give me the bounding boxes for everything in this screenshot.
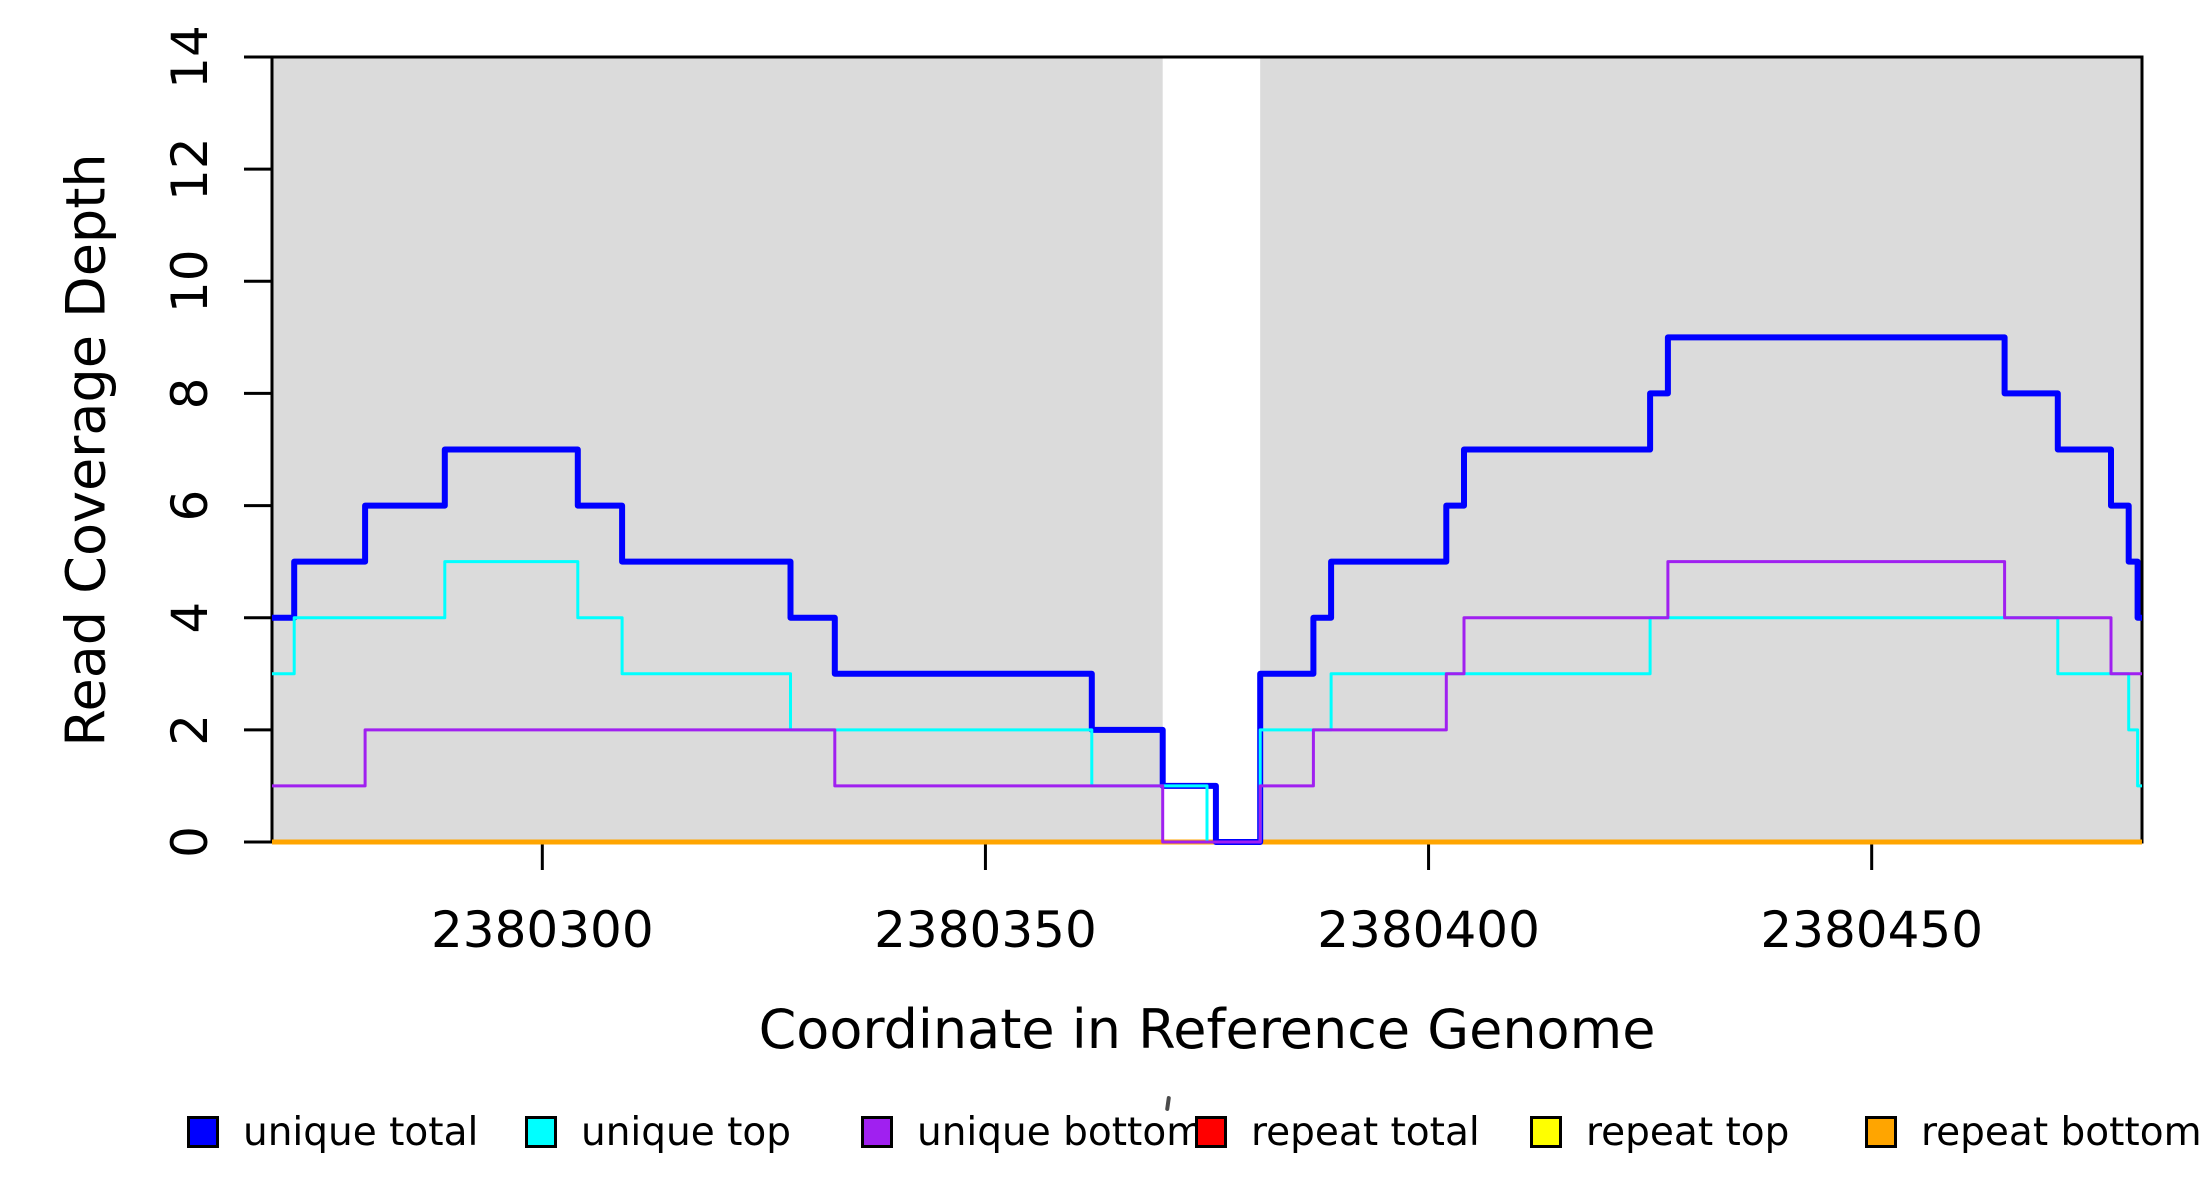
legend: unique total unique top unique bottom repea… [0, 1108, 2200, 1168]
legend-swatch [187, 1116, 219, 1148]
legend-label: repeat top [1586, 1109, 1790, 1155]
legend-item-unique-total: unique total [187, 1108, 478, 1156]
x-tick-label: 2380400 [1317, 901, 1540, 959]
shaded-region [272, 57, 1163, 842]
legend-swatch [1530, 1116, 1562, 1148]
legend-label: repeat bottom [1921, 1109, 2200, 1155]
x-axis-title: Coordinate in Reference Genome [758, 998, 1656, 1061]
legend-item-repeat-top: repeat top [1530, 1108, 1789, 1156]
legend-label: unique top [581, 1109, 792, 1155]
legend-item-repeat-total: repeat total [1195, 1108, 1480, 1156]
coverage-chart-svg: 2380300 2380350 2380400 2380450 0 2 4 6 8 10 12 14 [161, 25, 2144, 959]
y-axis-title: Read Coverage Depth [54, 153, 118, 747]
legend-item-repeat-bottom: repeat bottom [1865, 1108, 2200, 1156]
y-tick-label: 2 [161, 714, 219, 746]
legend-swatch [525, 1116, 557, 1148]
legend-label: unique bottom [917, 1109, 1205, 1155]
legend-swatch [1865, 1116, 1897, 1148]
series-unique-total [272, 334, 2142, 845]
y-tick-label: 4 [161, 602, 219, 634]
y-tick-label: 14 [161, 25, 219, 89]
legend-swatch [861, 1116, 893, 1148]
y-tick-label: 0 [161, 826, 219, 858]
legend-item-unique-top: unique top [525, 1108, 791, 1156]
series-unique-bottom [272, 560, 2142, 844]
y-tick-label: 10 [161, 249, 219, 313]
x-tick-label: 2380300 [431, 901, 654, 959]
y-tick-label: 12 [161, 137, 219, 201]
legend-item-unique-bottom: unique bottom [861, 1108, 1204, 1156]
y-tick-label: 6 [161, 490, 219, 522]
legend-label: repeat total [1251, 1109, 1480, 1155]
y-tick-label: 8 [161, 378, 219, 410]
series-unique-top [272, 560, 2142, 844]
shaded-region [1260, 57, 2142, 842]
x-tick-label: 2380450 [1760, 901, 1983, 959]
x-tick-label: 2380350 [874, 901, 1097, 959]
legend-swatch [1195, 1116, 1227, 1148]
legend-label: unique total [243, 1109, 479, 1155]
